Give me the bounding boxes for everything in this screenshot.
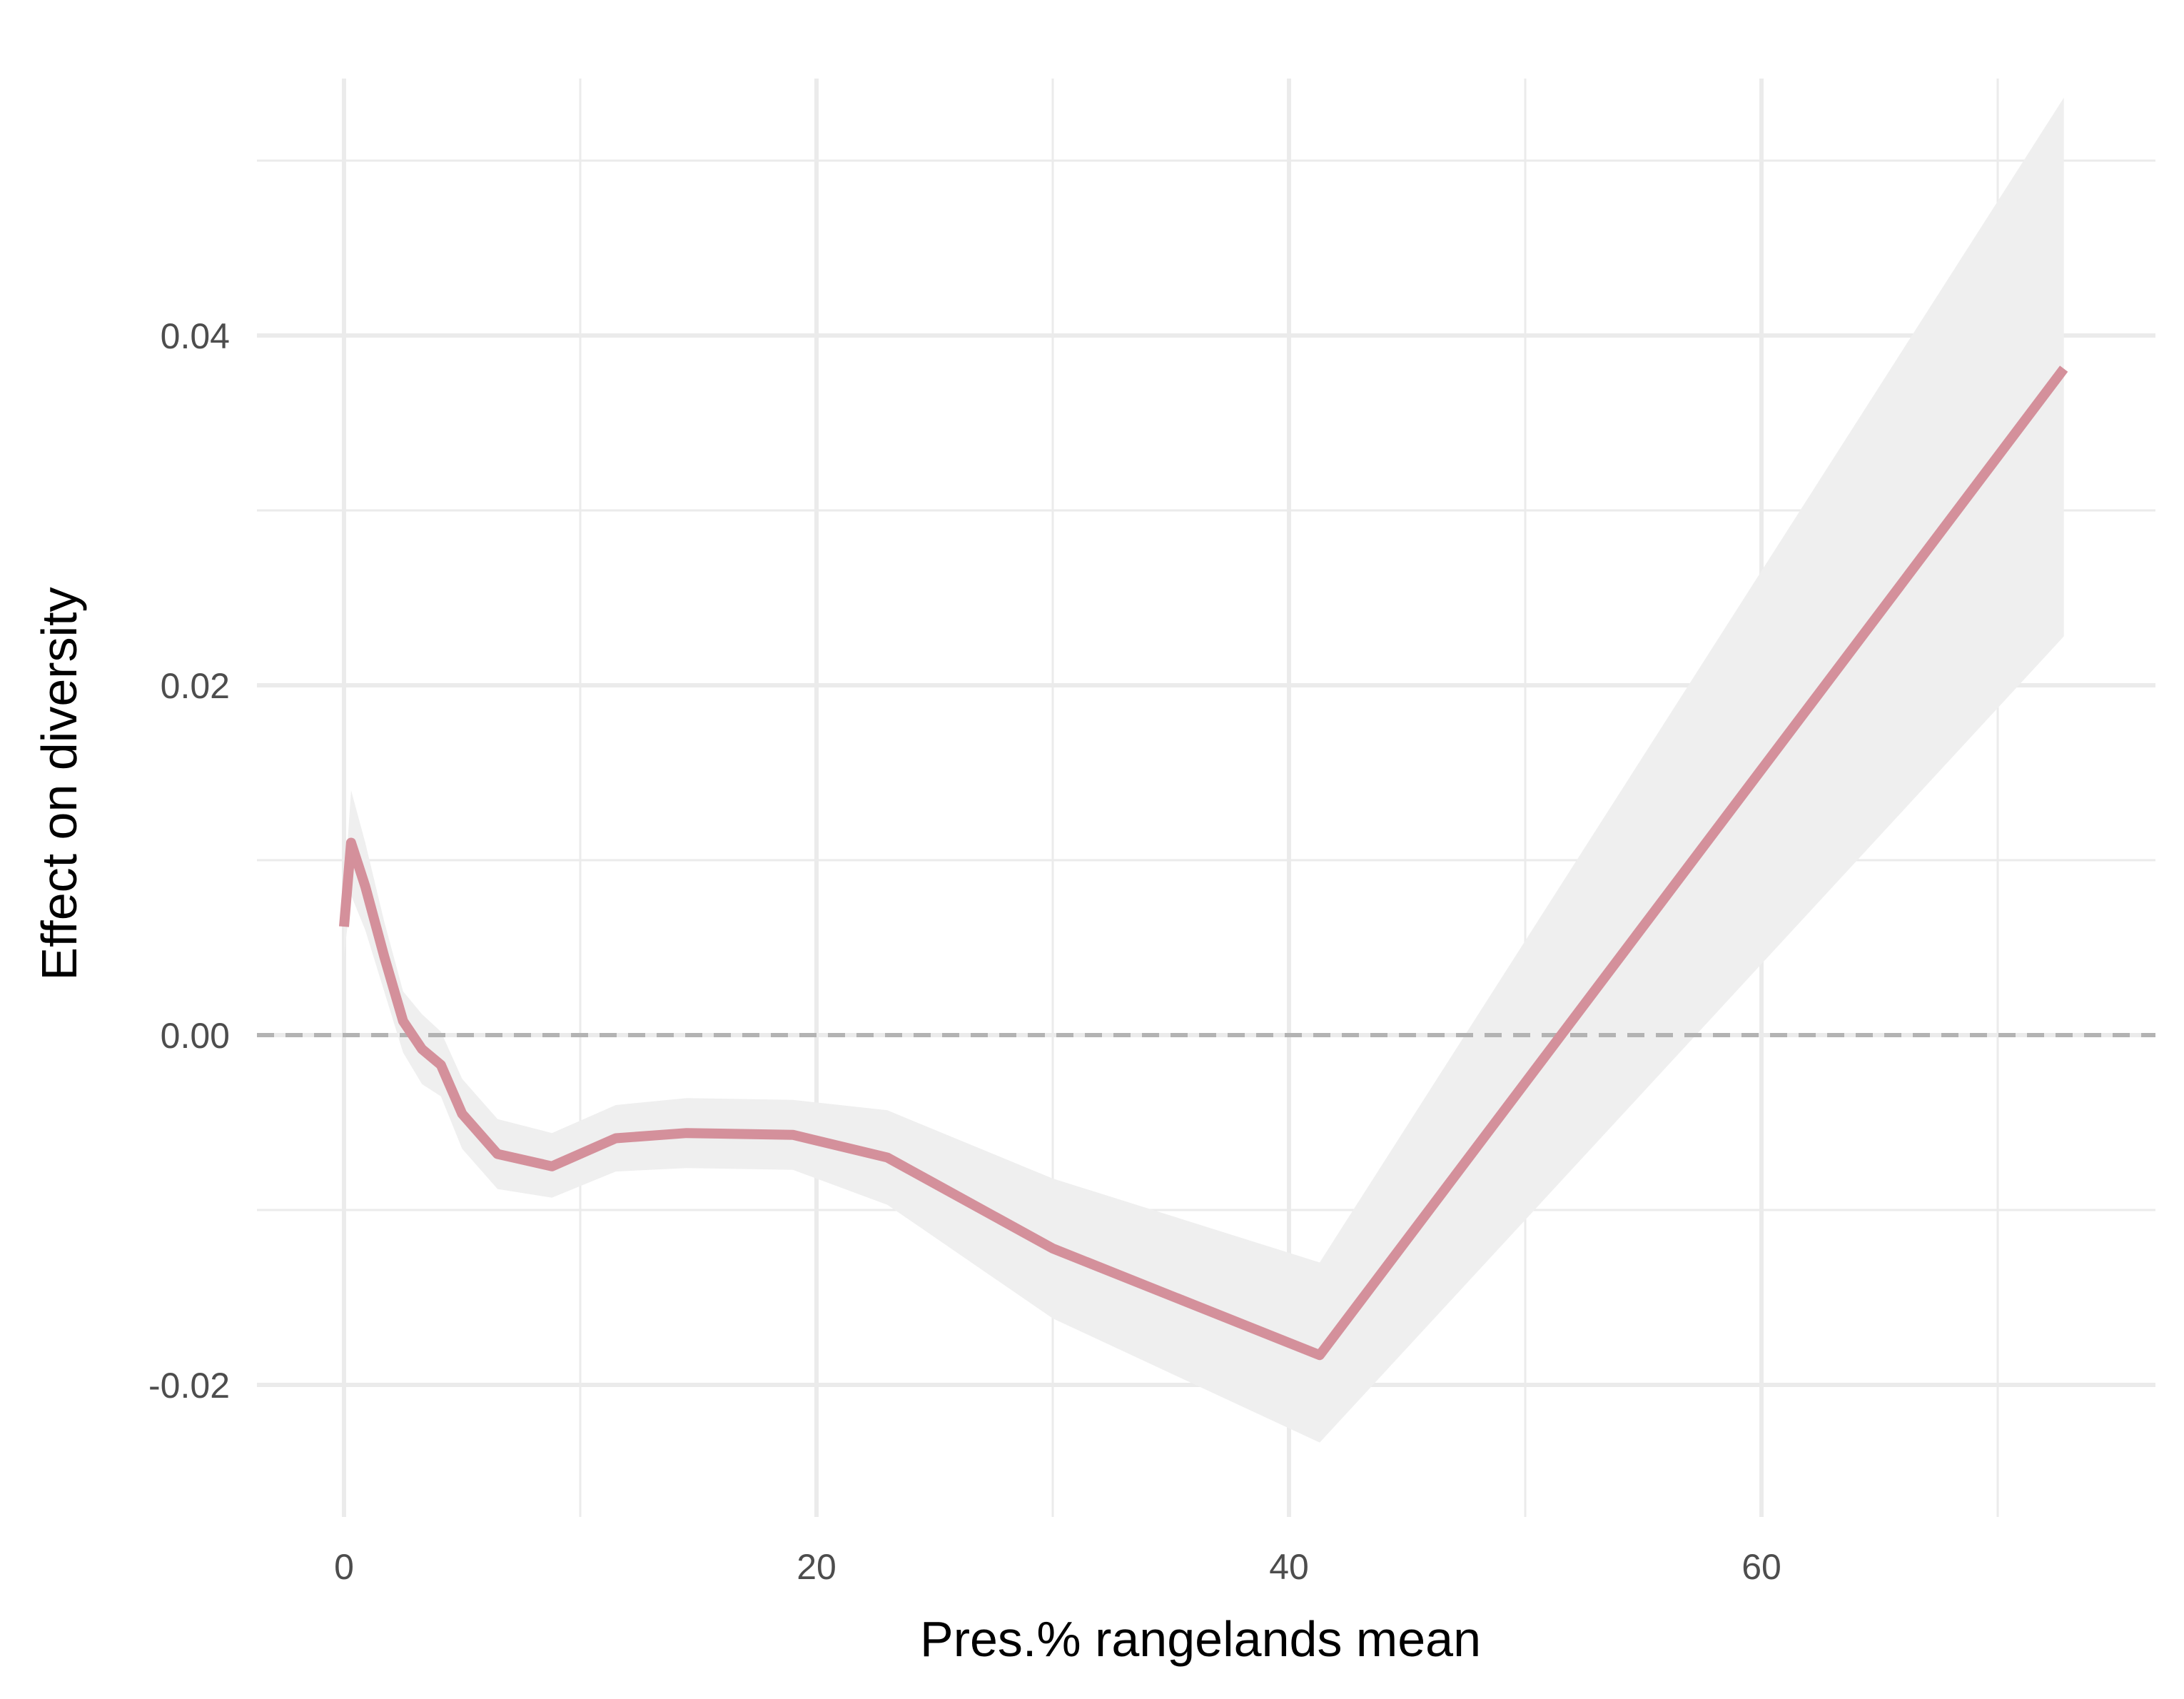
y-tick-label: -0.02 bbox=[148, 1366, 230, 1406]
y-tick-label: 0.04 bbox=[161, 316, 230, 356]
x-tick-label: 40 bbox=[1269, 1547, 1309, 1587]
y-tick-label: 0.02 bbox=[161, 666, 230, 706]
y-tick-label: 0.00 bbox=[161, 1016, 230, 1056]
confidence-band bbox=[344, 97, 2064, 1443]
x-tick-labels: 0 20 40 60 bbox=[334, 1547, 1781, 1587]
series-lines bbox=[339, 365, 2068, 1361]
x-axis-title: Pres.% rangelands mean bbox=[920, 1611, 1481, 1667]
y-tick-labels: -0.02 0.00 0.02 0.04 bbox=[148, 316, 230, 1406]
x-tick-label: 0 bbox=[334, 1547, 354, 1587]
x-tick-label: 60 bbox=[1741, 1547, 1781, 1587]
x-tick-label: 20 bbox=[797, 1547, 836, 1587]
y-axis-title: Effect on diversity bbox=[31, 587, 87, 980]
confidence-band-area bbox=[344, 97, 2064, 1443]
series-line bbox=[339, 365, 2068, 1361]
